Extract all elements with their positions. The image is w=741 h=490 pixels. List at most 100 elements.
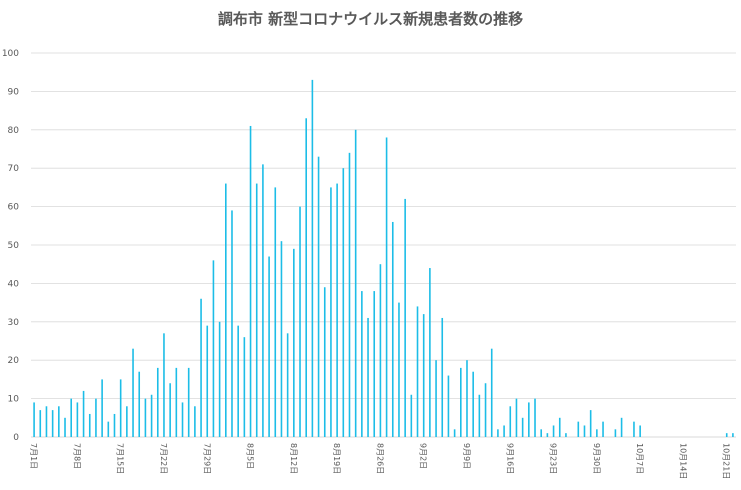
bar xyxy=(460,367,462,437)
bar xyxy=(33,402,35,437)
bar xyxy=(558,417,561,437)
bar xyxy=(169,383,171,437)
bar xyxy=(126,406,128,437)
bar xyxy=(546,433,549,437)
y-tick-label: 70 xyxy=(8,164,20,174)
y-tick-label: 60 xyxy=(8,203,20,213)
bar xyxy=(187,367,190,437)
x-tick-label: 10月7日 xyxy=(635,443,644,474)
bar xyxy=(88,413,91,437)
bar xyxy=(521,417,524,437)
x-tick-label: 10月21日 xyxy=(722,443,731,479)
bar xyxy=(194,406,196,437)
y-tick-label: 20 xyxy=(8,356,20,366)
bar xyxy=(206,325,209,437)
bar xyxy=(311,79,314,437)
bar xyxy=(596,429,598,437)
x-tick-label: 9月30日 xyxy=(592,443,601,474)
x-tick-label: 7月1日 xyxy=(29,443,38,469)
bar xyxy=(45,406,48,437)
x-tick-label: 9月16日 xyxy=(505,443,514,474)
y-tick-label: 30 xyxy=(8,318,20,328)
bar xyxy=(286,333,289,437)
bar xyxy=(602,421,604,437)
bar xyxy=(119,379,122,437)
bar xyxy=(225,183,227,437)
bar xyxy=(39,410,42,437)
x-axis-ticks: 7月1日 7月8日 7月15日 7月22日 7月29日 8月5日 8月12日 8月19日 8月2… xyxy=(29,443,731,479)
bar xyxy=(447,375,450,437)
bar xyxy=(583,425,586,437)
bar xyxy=(410,394,413,437)
bar xyxy=(565,433,567,437)
bar xyxy=(317,156,320,437)
bar xyxy=(497,429,499,437)
bar xyxy=(330,187,332,437)
bar xyxy=(540,429,542,437)
bar xyxy=(620,417,623,437)
bar xyxy=(138,371,141,437)
y-tick-label: 10 xyxy=(8,395,20,405)
bar xyxy=(589,410,592,437)
y-axis-ticks: 0 10 20 30 40 50 60 70 80 90 100 xyxy=(2,49,19,443)
y-tick-label: 0 xyxy=(13,433,19,443)
bar xyxy=(466,360,468,437)
bar xyxy=(144,398,147,437)
bar xyxy=(336,183,338,437)
bar xyxy=(422,314,425,437)
bar xyxy=(577,421,580,437)
bar xyxy=(231,210,233,437)
x-tick-label: 9月2日 xyxy=(419,443,428,469)
bar xyxy=(95,398,97,437)
bar xyxy=(342,168,345,437)
bar xyxy=(391,221,394,437)
bar xyxy=(398,302,400,437)
bar xyxy=(416,306,419,437)
bar xyxy=(274,187,277,437)
bar xyxy=(58,406,60,437)
x-tick-label: 7月22日 xyxy=(159,443,168,474)
bar xyxy=(76,402,79,437)
bar xyxy=(361,291,363,437)
x-tick-label: 8月12日 xyxy=(289,443,298,474)
bar xyxy=(478,394,481,437)
bar xyxy=(150,394,153,437)
bar xyxy=(323,287,326,437)
bar xyxy=(528,402,530,437)
bar xyxy=(101,379,103,437)
bar xyxy=(51,410,54,437)
bar-series xyxy=(33,79,734,438)
y-tick-label: 90 xyxy=(8,87,20,97)
bar xyxy=(212,260,215,437)
bar xyxy=(472,371,474,437)
bar xyxy=(113,413,116,437)
bar xyxy=(503,425,505,437)
x-tick-label: 8月19日 xyxy=(332,443,341,474)
x-tick-label: 7月29日 xyxy=(202,443,211,474)
bar xyxy=(429,268,431,437)
bar xyxy=(132,348,134,437)
bar xyxy=(509,406,512,437)
x-tick-label: 8月5日 xyxy=(246,443,255,469)
x-tick-label: 9月9日 xyxy=(462,443,471,469)
y-tick-label: 80 xyxy=(8,126,20,136)
x-tick-label: 8月26日 xyxy=(375,443,384,474)
bar xyxy=(633,421,635,437)
bar xyxy=(82,390,85,437)
bar xyxy=(490,348,493,437)
bar xyxy=(200,298,202,437)
bar xyxy=(156,367,159,437)
bar xyxy=(181,402,184,437)
x-tick-label: 7月8日 xyxy=(72,443,81,469)
bar xyxy=(435,360,437,437)
bar xyxy=(255,183,258,437)
bar xyxy=(163,333,165,437)
bar xyxy=(732,433,734,437)
bar xyxy=(441,317,444,437)
bar xyxy=(385,137,388,438)
bar xyxy=(552,425,555,437)
bar xyxy=(70,398,72,437)
y-tick-label: 50 xyxy=(8,241,20,251)
bar xyxy=(639,425,641,437)
